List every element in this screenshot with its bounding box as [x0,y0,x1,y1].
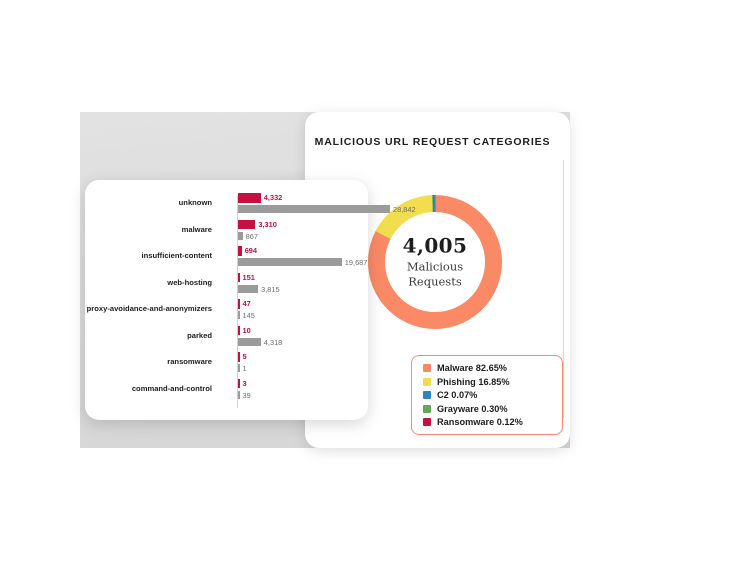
legend-swatch-icon [423,404,431,413]
bar-malicious [238,325,240,335]
legend-item: C2 0.07% [423,390,553,400]
bar-total [238,258,342,266]
bar-value-label: 19,687 [344,258,368,267]
bar-category-label: web-hosting [167,277,212,287]
bar-chart-row: insufficient-content 694 19,687 [85,245,368,272]
bar-category-label: unknown [178,198,212,207]
bar-value-label: 4,318 [263,337,283,347]
legend-swatch-icon [423,391,431,399]
bar-chart-row: ransomware 5 1 [85,351,368,378]
bar-chart-row: command-and-control 3 39 [85,378,368,405]
card-divider [563,160,564,418]
bar-value-label: 151 [242,272,255,282]
bar-total [238,337,261,346]
legend-swatch-icon [423,364,431,372]
bar-category-label: command-and-control [131,383,212,393]
legend-swatch-icon [423,377,431,386]
page-title: MALICIOUS URL REQUEST CATEGORIES [314,136,551,148]
bar-chart-row: malware 3,310 867 [85,219,368,246]
legend-item-label: Grayware 0.30% [437,403,508,414]
bar-malicious [238,299,240,309]
bar-malicious [238,352,240,362]
bar-chart-row: web-hosting 151 3,815 [85,272,368,299]
bar-value-label: 28,842 [393,205,416,214]
bar-value-label: 3,815 [261,284,280,294]
donut-slice-grayware [432,195,435,213]
legend-item: Grayware 0.30% [423,404,553,414]
bar-chart-row: parked 10 4,318 [85,325,368,352]
legend-item-label: Ransomware 0.12% [437,417,523,427]
bar-total [238,284,259,293]
bar-malicious [238,378,240,388]
bar-total [238,311,240,319]
bar-total [238,231,243,240]
bar-category-label: ransomware [167,357,212,366]
bar-category-label: malware [181,224,212,234]
legend-item: Ransomware 0.12% [423,417,553,427]
bar-value-label: 10 [242,325,251,335]
bar-total [238,364,240,372]
bar-malicious [238,219,256,229]
legend-swatch-icon [423,418,431,426]
donut-slice-phishing [375,195,434,239]
bar-value-label: 145 [242,311,255,320]
bar-chart-axis [237,196,238,408]
bar-value-label: 1 [242,364,247,373]
bar-category-label: parked [187,330,212,340]
bar-malicious [238,193,261,203]
legend-item: Phishing 16.85% [423,377,553,387]
legend-item: Malware 82.65% [423,363,553,373]
donut-legend: Malware 82.65% Phishing 16.85% C2 0.07% Gra… [411,355,563,435]
donut-svg [368,194,502,329]
bar-category-label: proxy-avoidance-and-anonymizers [86,304,212,313]
bar-total [238,390,240,399]
legend-item-label: Malware 82.65% [437,363,507,373]
bar-malicious [238,246,242,256]
bar-value-label: 47 [242,299,251,308]
bar-value-label: 3 [242,378,247,388]
bar-value-label: 39 [242,390,251,400]
bar-value-label: 4,332 [263,193,283,202]
legend-item-label: Phishing 16.85% [437,376,510,387]
bar-value-label: 694 [244,246,258,255]
bar-total [238,205,390,213]
legend-item-label: C2 0.07% [437,390,478,400]
bar-chart-row: unknown 4,332 28,842 [85,192,416,219]
bar-category-label: insufficient-content [141,251,212,260]
bar-chart-row: proxy-avoidance-and-anonymizers 47 145 [85,298,368,325]
bar-chart-card: unknown 4,332 28,842 malware 3,310 867 insuffi… [85,180,416,420]
bar-value-label: 867 [245,231,258,241]
bar-malicious [238,272,240,282]
bar-chart: unknown 4,332 28,842 malware 3,310 867 insuffi… [85,192,416,410]
bar-value-label: 3,310 [258,219,277,229]
bar-value-label: 5 [242,352,247,361]
